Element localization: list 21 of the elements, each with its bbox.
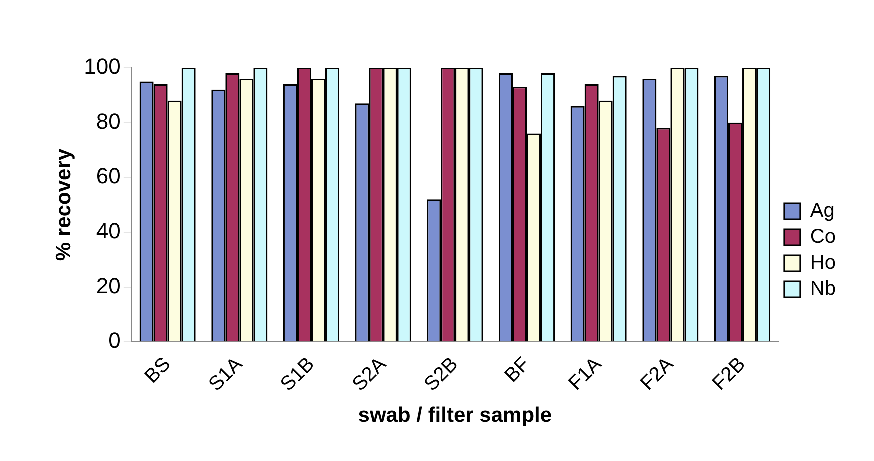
y-tick-label: 20 bbox=[96, 273, 121, 298]
y-tick-label: 80 bbox=[96, 108, 121, 134]
x-tick-label: BF bbox=[500, 353, 534, 388]
x-tick-label: F2A bbox=[636, 353, 679, 395]
legend-label: Ho bbox=[810, 252, 836, 274]
x-tick-label: F1A bbox=[564, 353, 607, 395]
x-tick-label: S2B bbox=[420, 353, 463, 396]
legend-label: Nb bbox=[810, 278, 836, 300]
x-tick-label: F2B bbox=[708, 353, 750, 395]
legend-label: Co bbox=[810, 226, 836, 248]
y-axis-title: % recovery bbox=[52, 148, 76, 262]
x-tick-label: S1B bbox=[276, 353, 319, 396]
legend-label: Ag bbox=[810, 200, 835, 222]
y-tick-label: 60 bbox=[96, 164, 121, 189]
x-tick-label: BS bbox=[140, 353, 176, 388]
y-tick-label: 0 bbox=[108, 328, 121, 354]
y-tick-label: 100 bbox=[84, 54, 121, 80]
x-tick-label: S2A bbox=[348, 353, 392, 396]
x-tick-label: S1A bbox=[204, 353, 248, 396]
y-tick-label: 40 bbox=[96, 218, 121, 244]
x-axis-title: swab / filter sample bbox=[358, 404, 552, 428]
